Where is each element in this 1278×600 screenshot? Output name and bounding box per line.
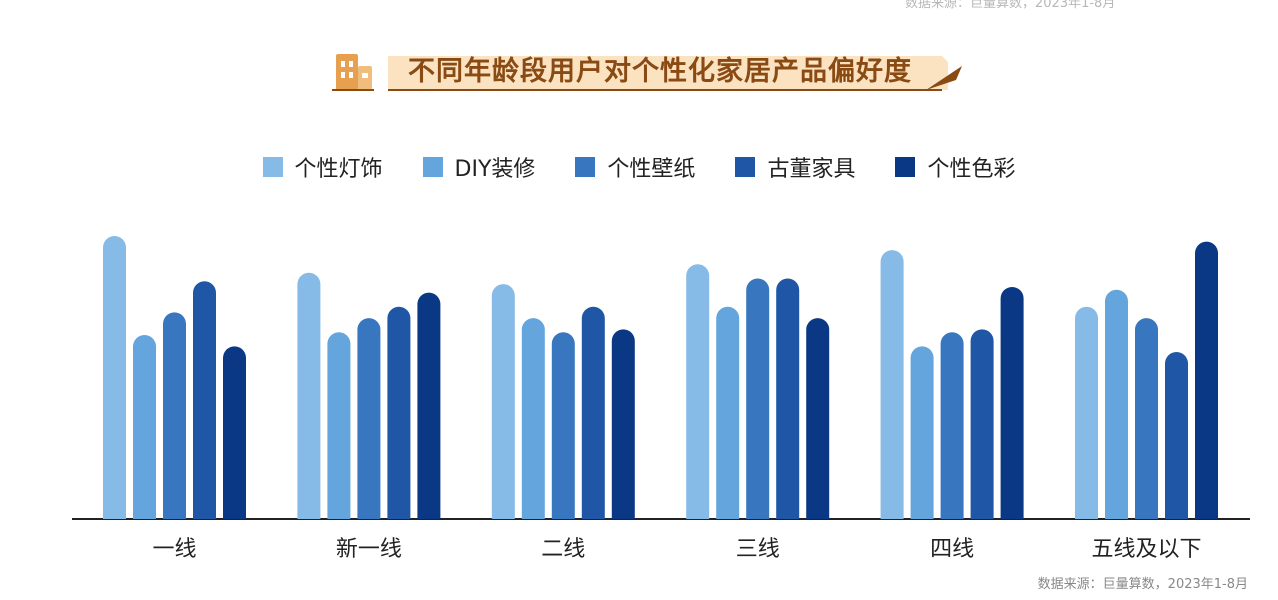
legend-swatch (895, 157, 916, 177)
title-banner: 不同年龄段用户对个性化家居产品偏好度 (330, 46, 970, 96)
bar (551, 332, 575, 519)
bar-group (686, 264, 830, 519)
bar (1105, 289, 1128, 519)
bar (1165, 352, 1188, 519)
top-source-note: 数据来源：巨量算数，2023年1-8月 (905, 0, 1116, 11)
bar (910, 346, 934, 519)
bar (521, 318, 545, 519)
bar (133, 335, 156, 519)
x-tick-label: 二线 (541, 537, 585, 562)
bar (297, 272, 321, 519)
bar (686, 264, 710, 519)
legend-swatch (422, 157, 443, 177)
bar (1135, 318, 1158, 519)
banner-tail (926, 66, 962, 90)
bar (193, 281, 216, 519)
bar (716, 306, 740, 519)
legend-label: 古董家具 (767, 157, 856, 182)
bar-group (103, 236, 246, 520)
legend-item: 个性色彩 (895, 151, 1015, 183)
legend-label: 个性壁纸 (607, 157, 696, 182)
bar (970, 329, 994, 519)
legend-label: 个性色彩 (927, 157, 1016, 182)
x-tick-label: 五线及以下 (1091, 537, 1201, 562)
building-icon (332, 54, 374, 91)
banner-graphic (332, 54, 962, 91)
bar (940, 332, 964, 519)
bar (1195, 241, 1218, 519)
bottom-source-note: 数据来源：巨量算数，2023年1-8月 (1037, 577, 1248, 592)
bar (417, 292, 441, 519)
bar (223, 346, 246, 519)
x-tick-label: 四线 (930, 537, 974, 562)
legend-item: 个性壁纸 (575, 151, 695, 183)
bar (581, 306, 605, 519)
bar-group (297, 272, 441, 519)
bar (1000, 286, 1024, 519)
legend-item: DIY装修 (422, 151, 536, 183)
x-tick-label: 新一线 (336, 537, 402, 562)
x-tick-label: 三线 (736, 537, 780, 562)
legend-label: 个性灯饰 (294, 157, 383, 182)
bar (387, 306, 411, 519)
bar (327, 332, 351, 519)
bar (357, 318, 381, 519)
bar (776, 278, 800, 519)
bar (491, 284, 515, 519)
bar (1075, 306, 1098, 519)
legend-label: DIY装修 (454, 157, 536, 182)
banner-ribbon-fill (388, 56, 948, 90)
bar-group (1075, 241, 1218, 519)
bar (611, 329, 635, 519)
legend-swatch (262, 157, 283, 177)
chart-legend: 个性灯饰 DIY装修 个性壁纸 古董家具 个性色彩 (0, 151, 1278, 183)
legend-item: 个性灯饰 (262, 151, 383, 183)
bar (746, 278, 770, 519)
bar (163, 312, 186, 519)
bar (880, 250, 904, 519)
x-tick-label: 一线 (152, 537, 196, 562)
legend-item: 古董家具 (735, 151, 855, 183)
bar-group (491, 284, 635, 519)
legend-swatch (575, 157, 596, 177)
bar-group (880, 250, 1024, 519)
bar (103, 236, 126, 520)
chart-title: 不同年龄段用户对个性化家居产品偏好度 (408, 56, 912, 87)
legend-swatch (735, 157, 756, 177)
bar (806, 318, 830, 519)
